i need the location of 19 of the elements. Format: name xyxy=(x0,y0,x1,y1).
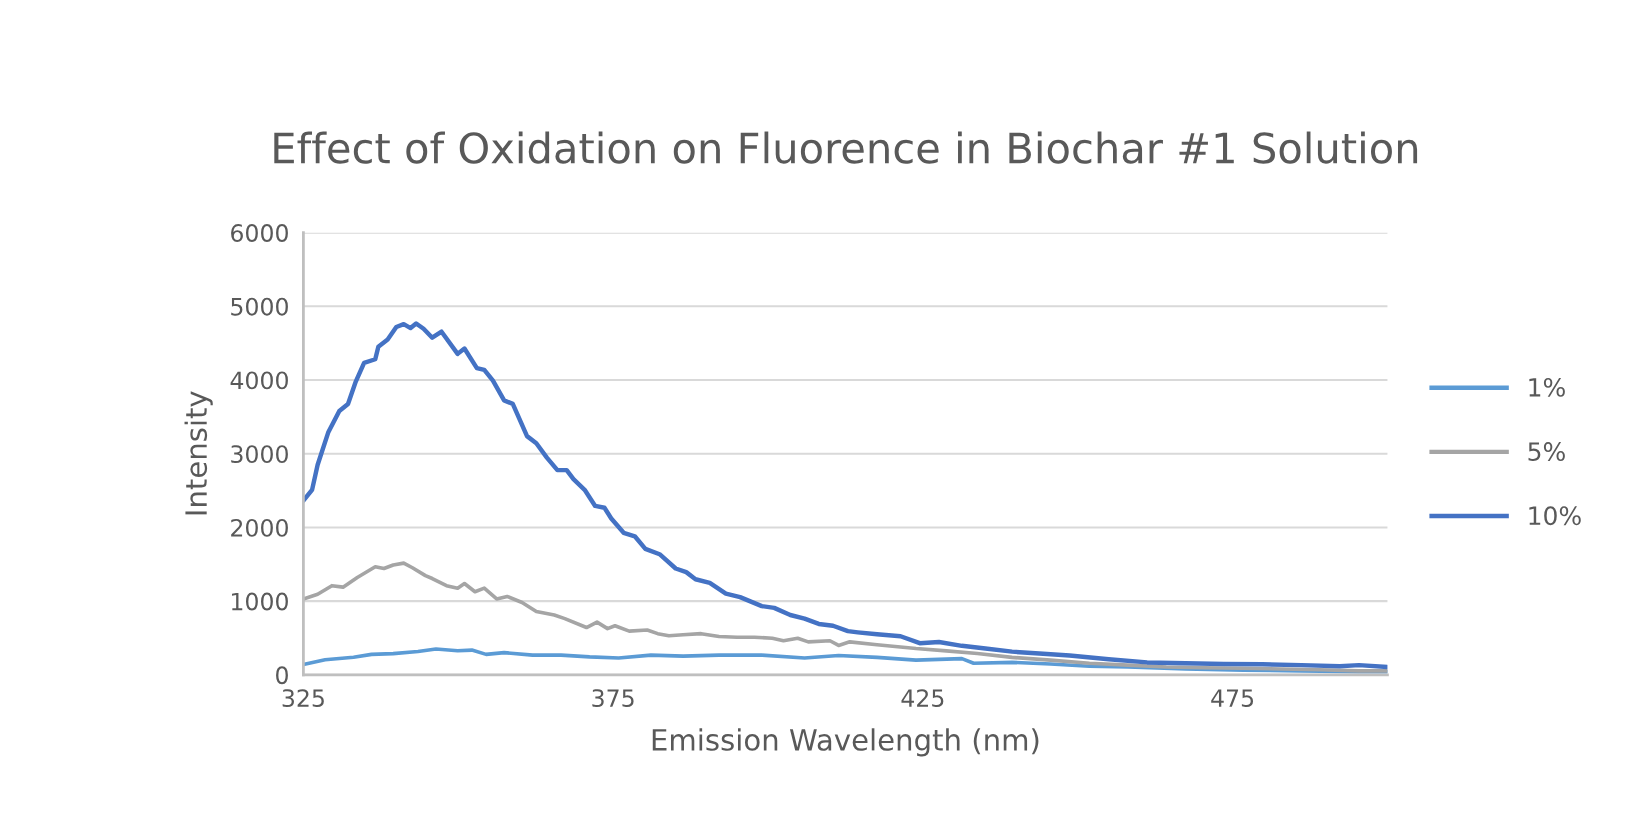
chart-title: Effect of Oxidation on Fluorence in Biochar #1 Solution xyxy=(274,131,1418,164)
x-tick-label: 375 xyxy=(592,689,634,708)
y-tick-label: 4000 xyxy=(230,371,288,390)
line-series xyxy=(303,561,1388,673)
y-tick-label: 1000 xyxy=(232,592,288,611)
y-axis-title: Intensity xyxy=(184,391,213,515)
legend-label: 5% xyxy=(1528,442,1565,461)
legend-label: 10% xyxy=(1529,506,1581,526)
y-tick-label: 6000 xyxy=(231,224,288,242)
y-tick-label: 3000 xyxy=(231,445,288,464)
y-tick-label: 0 xyxy=(276,666,288,685)
y-tick-label: 5000 xyxy=(231,297,288,316)
x-tick-label: 425 xyxy=(901,689,944,708)
x-tick-label: 325 xyxy=(282,689,324,708)
legend-label: 1% xyxy=(1529,377,1565,397)
y-tick-label: 2000 xyxy=(231,518,288,537)
line-series xyxy=(303,321,1388,670)
x-axis-title: Emission Wavelength (nm) xyxy=(652,728,1039,757)
x-tick-label: 475 xyxy=(1211,689,1254,708)
